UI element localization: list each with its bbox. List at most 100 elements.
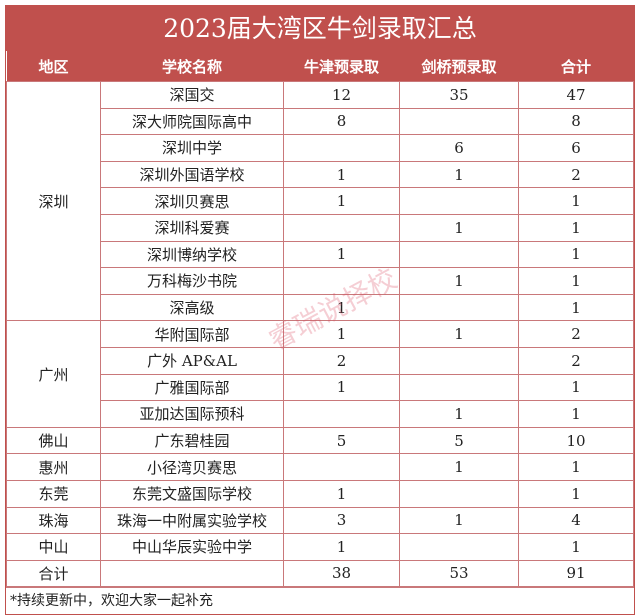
school-name-cell: 深高级 (100, 293, 284, 322)
table-row: 珠海 珠海一中附属实验学校 3 1 4 (6, 506, 634, 535)
table-row: 深大师院国际高中 8 8 (7, 107, 634, 136)
oxford-count-cell: 1 (283, 320, 400, 348)
column-header: 合计 (518, 51, 634, 82)
cambridge-count-cell (399, 533, 519, 561)
table-row: 深圳 深国交 12 35 47 (6, 80, 634, 322)
cambridge-count-cell (399, 293, 519, 322)
cambridge-count-cell (399, 346, 519, 375)
empty-cell (100, 559, 284, 588)
oxford-count-cell: 3 (283, 506, 400, 535)
table-row: 广雅国际部 1 1 (7, 373, 634, 402)
table-row: 中山 中山华辰实验中学 1 1 (6, 533, 634, 561)
cambridge-count-cell (399, 107, 519, 136)
total-count-cell: 47 (518, 81, 634, 109)
total-count-cell: 2 (518, 346, 634, 375)
table-row: 惠州 小径湾贝赛思 1 1 (6, 453, 634, 481)
oxford-count-cell (283, 267, 400, 295)
school-name-cell: 深圳中学 (100, 134, 284, 162)
total-count-cell: 1 (518, 293, 634, 322)
total-count-cell: 2 (518, 160, 634, 189)
total-count-cell: 10 (518, 426, 634, 455)
oxford-count-cell: 1 (283, 479, 400, 508)
total-count-cell: 1 (518, 453, 634, 481)
cambridge-total: 53 (399, 559, 519, 588)
school-name-cell: 东莞文盛国际学校 (100, 479, 284, 508)
table-title: 2023届大湾区牛剑录取汇总 (6, 6, 634, 51)
cambridge-count-cell: 1 (399, 506, 519, 535)
oxford-total: 38 (283, 559, 400, 588)
cambridge-count-cell (399, 240, 519, 269)
cambridge-count-cell (399, 479, 519, 508)
table-row: 深高级 1 1 (7, 293, 634, 322)
table-row: 佛山 广东碧桂园 5 5 10 (6, 426, 634, 455)
oxford-count-cell: 8 (283, 107, 400, 136)
total-count-cell: 1 (518, 187, 634, 215)
total-count-cell: 2 (518, 320, 634, 348)
table-row: 深圳科爱赛 1 1 (7, 213, 634, 242)
school-name-cell: 深大师院国际高中 (100, 107, 284, 136)
cambridge-count-cell: 1 (399, 400, 519, 428)
region-cell: 珠海 (6, 506, 101, 535)
region-cell: 深圳 (6, 80, 101, 322)
footnote: *持续更新中，欢迎大家一起补充 (6, 587, 634, 614)
school-name-cell: 中山华辰实验中学 (100, 533, 284, 561)
oxford-count-cell (283, 453, 400, 481)
oxford-count-cell: 1 (283, 187, 400, 215)
cambridge-count-cell: 5 (399, 426, 519, 455)
school-name-cell: 深圳贝赛思 (100, 187, 284, 215)
table-row: 深圳贝赛思 1 1 (7, 187, 634, 215)
total-label: 合计 (6, 559, 101, 588)
oxford-count-cell: 12 (283, 81, 400, 109)
cambridge-count-cell: 35 (399, 81, 519, 109)
cambridge-count-cell: 1 (399, 213, 519, 242)
school-name-cell: 万科梅沙书院 (100, 267, 284, 295)
summary-table-container: 2023届大湾区牛剑录取汇总 地区 学校名称 牛津预录取 剑桥预录取 合计 深圳 深国交 1… (5, 5, 635, 616)
admissions-table: 地区 学校名称 牛津预录取 剑桥预录取 合计 深圳 深国交 12 35 47 深大师院国际高中 8 8… (6, 51, 634, 588)
oxford-count-cell: 1 (283, 373, 400, 402)
school-name-cell: 深圳科爱赛 (100, 213, 284, 242)
column-header: 剑桥预录取 (399, 51, 519, 82)
cambridge-count-cell: 1 (399, 320, 519, 348)
oxford-count-cell (283, 134, 400, 162)
region-cell: 惠州 (6, 453, 101, 481)
region-cell: 中山 (6, 533, 101, 561)
total-row: 合计 38 53 91 (6, 559, 634, 588)
total-count-cell: 1 (518, 373, 634, 402)
column-header: 学校名称 (100, 51, 284, 82)
header-row: 地区 学校名称 牛津预录取 剑桥预录取 合计 (6, 51, 634, 82)
table-row: 东莞 东莞文盛国际学校 1 1 (6, 479, 634, 508)
total-count-cell: 1 (518, 479, 634, 508)
oxford-count-cell: 1 (283, 293, 400, 322)
school-name-cell: 广东碧桂园 (100, 426, 284, 455)
total-count-cell: 1 (518, 213, 634, 242)
grand-total: 91 (518, 559, 634, 588)
oxford-count-cell: 1 (283, 160, 400, 189)
total-count-cell: 1 (518, 400, 634, 428)
cambridge-count-cell: 6 (399, 134, 519, 162)
school-name-cell: 亚加达国际预科 (100, 400, 284, 428)
region-cell: 佛山 (6, 426, 101, 455)
oxford-count-cell: 1 (283, 533, 400, 561)
school-name-cell: 深圳外国语学校 (100, 160, 284, 189)
oxford-count-cell (283, 400, 400, 428)
school-name-cell: 广外 AP&AL (100, 346, 284, 375)
school-name-cell: 珠海一中附属实验学校 (100, 506, 284, 535)
table-row: 万科梅沙书院 1 1 (7, 267, 634, 295)
school-name-cell: 深圳博纳学校 (100, 240, 284, 269)
region-cell: 东莞 (6, 479, 101, 508)
cambridge-count-cell: 1 (399, 160, 519, 189)
table-row: 广外 AP&AL 2 2 (7, 346, 634, 375)
total-count-cell: 1 (518, 533, 634, 561)
column-header: 地区 (6, 51, 101, 82)
oxford-count-cell: 2 (283, 346, 400, 375)
table-row: 亚加达国际预科 1 1 (7, 400, 634, 428)
cambridge-count-cell: 1 (399, 453, 519, 481)
oxford-count-cell: 1 (283, 240, 400, 269)
oxford-count-cell (283, 213, 400, 242)
cambridge-count-cell (399, 373, 519, 402)
total-count-cell: 1 (518, 240, 634, 269)
table-row: 深圳中学 6 6 (7, 134, 634, 162)
table-row: 深圳博纳学校 1 1 (7, 240, 634, 269)
region-cell: 广州 (6, 320, 101, 428)
total-count-cell: 8 (518, 107, 634, 136)
